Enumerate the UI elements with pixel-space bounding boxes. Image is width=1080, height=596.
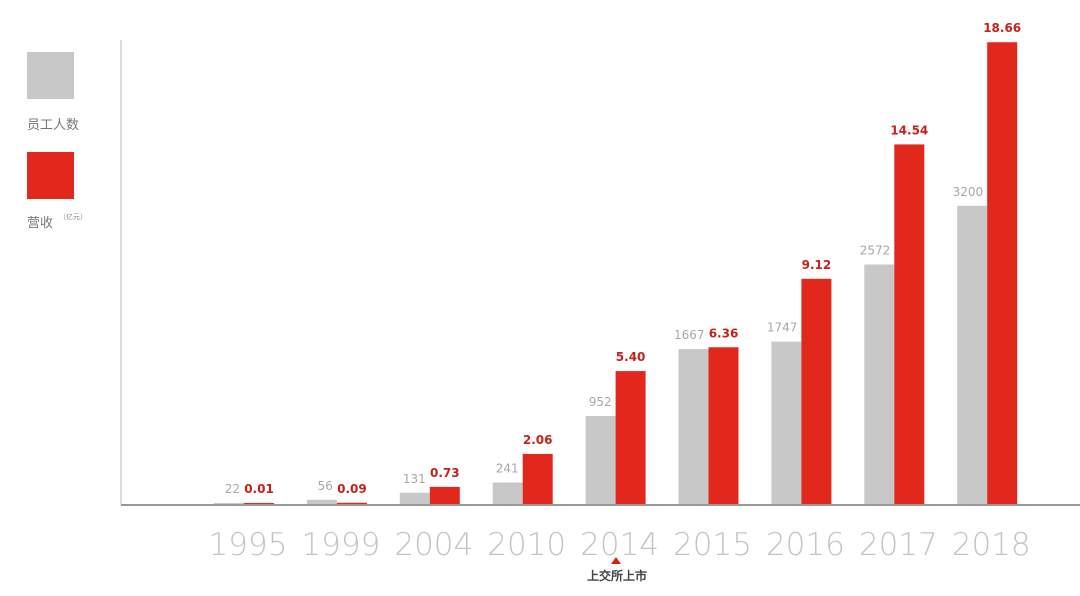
- label-revenue: 0.73: [430, 466, 460, 480]
- bar-revenue: [336, 502, 367, 505]
- label-employees: 952: [589, 395, 612, 409]
- bar-revenue: [615, 371, 646, 505]
- bar-revenue: [987, 42, 1018, 506]
- bar-employees: [399, 492, 430, 505]
- bar-employees: [678, 349, 709, 505]
- x-tick-label: 2017: [859, 527, 938, 563]
- bar-employees: [306, 499, 337, 505]
- label-revenue: 18.66: [983, 21, 1021, 35]
- label-employees: 3200: [953, 185, 984, 199]
- listing-marker-icon: [611, 557, 621, 564]
- label-revenue: 9.12: [802, 258, 832, 272]
- x-tick-label: 1999: [301, 527, 380, 563]
- legend-label-revenue: 营收 （亿元）: [27, 212, 87, 231]
- legend-revenue-unit: （亿元）: [59, 213, 88, 221]
- bar-employees: [864, 264, 895, 505]
- bar-revenue: [801, 278, 832, 505]
- bar-employees: [585, 415, 616, 505]
- legend-label-employees: 员工人数: [27, 118, 80, 133]
- bar-revenue: [708, 347, 739, 505]
- bar-revenue: [429, 486, 460, 505]
- label-revenue: 0.09: [337, 482, 367, 496]
- label-employees: 22: [225, 482, 240, 496]
- bar-revenue: [894, 144, 925, 505]
- bar-employees: [214, 502, 244, 505]
- legend-swatch-revenue: [27, 152, 74, 199]
- x-tick-label: 2015: [673, 527, 752, 563]
- label-employees: 2572: [860, 244, 891, 258]
- legend-swatch-employees: [27, 52, 74, 99]
- label-employees: 1747: [767, 321, 798, 335]
- label-revenue: 6.36: [709, 326, 739, 340]
- legend-revenue-text: 营收: [27, 216, 54, 231]
- label-revenue: 0.01: [244, 482, 274, 496]
- label-employees: 131: [403, 472, 426, 486]
- x-tick-label: 2018: [952, 527, 1031, 563]
- x-tick-label: 2010: [487, 527, 566, 563]
- label-employees: 56: [318, 479, 333, 493]
- label-employees: 1667: [674, 328, 705, 342]
- x-tick-label: 2004: [394, 527, 473, 563]
- label-revenue: 14.54: [890, 123, 928, 137]
- label-revenue: 2.06: [523, 433, 553, 447]
- bar-employees: [957, 205, 988, 506]
- x-tick-label: 2016: [766, 527, 845, 563]
- label-revenue: 5.40: [616, 350, 646, 364]
- bar-revenue: [522, 453, 553, 505]
- bar-employees: [771, 341, 802, 505]
- label-employees: 241: [496, 461, 519, 475]
- bar-employees: [492, 482, 523, 505]
- x-tick-label: 1995: [209, 527, 288, 563]
- listing-annotation: 上交所上市: [587, 569, 648, 583]
